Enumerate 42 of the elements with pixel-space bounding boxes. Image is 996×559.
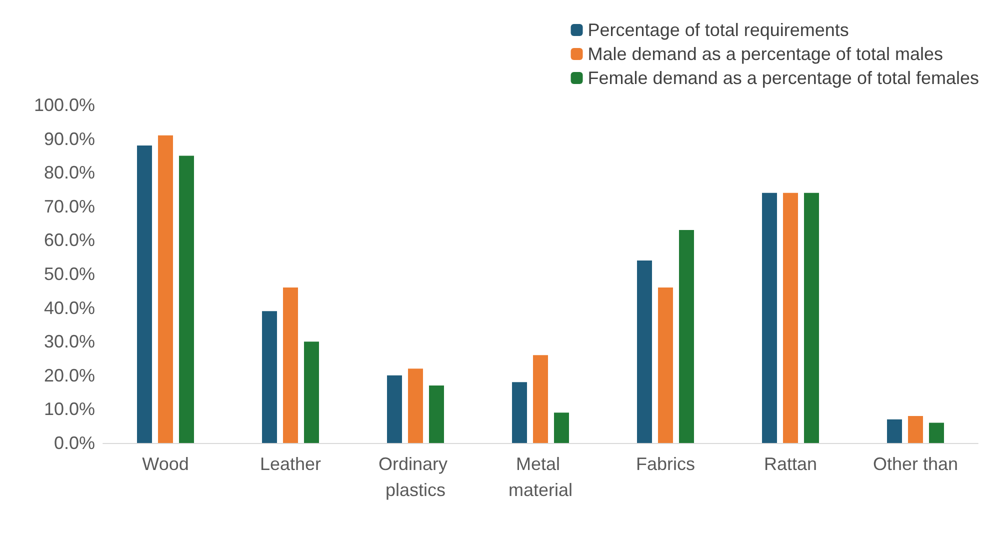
bar [533,355,548,443]
bar [929,422,944,443]
bar [762,192,777,443]
bar [429,386,444,443]
x-tick-label: Leather [260,454,322,474]
x-tick-label: Wood [142,454,189,474]
bar [804,192,819,443]
bar [783,192,798,443]
y-tick-label: 80.0% [44,162,95,183]
y-tick-label: 40.0% [44,298,95,318]
bar [554,412,569,443]
y-tick-label: 30.0% [44,332,95,352]
y-tick-label: 0.0% [54,433,95,453]
bar [679,230,694,443]
bar [387,375,402,443]
bar [658,288,673,443]
bar [512,382,527,443]
x-tick-label: Ordinary plastics [378,454,453,500]
legend-label: Male demand as a percentage of total males [588,44,943,64]
bar [262,311,277,443]
bar [887,419,902,443]
bar [908,416,923,443]
bar [304,342,319,443]
legend-label: Percentage of total requirements [588,20,849,40]
bar [408,368,423,443]
x-tick-label: Other than [872,454,958,474]
bar [179,156,194,443]
x-tick-label: Metal material [508,454,573,500]
bar [637,260,652,443]
y-tick-label: 100.0% [34,95,95,115]
y-tick-label: 90.0% [44,128,95,149]
bar [283,288,298,443]
y-tick-label: 70.0% [44,196,95,216]
y-tick-label: 60.0% [44,230,95,250]
bar [137,146,152,443]
y-tick-label: 20.0% [44,365,95,386]
x-tick-label: Rattan [764,454,818,474]
bar [158,135,173,443]
x-tick-label: Fabrics [636,454,696,474]
y-tick-label: 10.0% [44,399,95,420]
y-tick-label: 50.0% [44,264,95,284]
legend-label: Female demand as a percentage of total females [588,68,980,88]
